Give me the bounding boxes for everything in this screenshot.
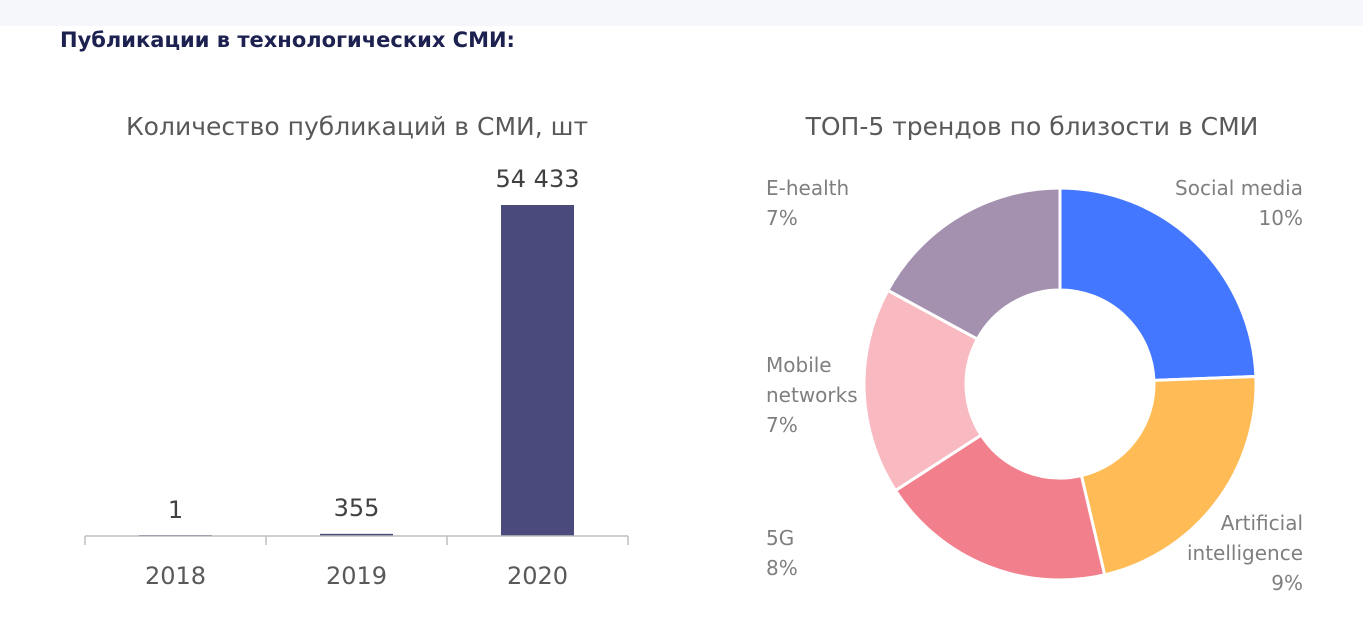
slice-e-health [885,186,1062,342]
slice-label-name: Mobile [766,353,832,377]
x-axis-labels: 2018 2019 2020 [145,562,568,590]
bar-2019 [320,533,393,536]
slice-label: 5G 8% [766,526,798,580]
top-bar [0,0,1363,26]
bar-value-label: 355 [334,494,380,522]
bar-series [139,205,574,536]
bar-chart: Количество публикаций в СМИ, шт 1 355 54 4… [84,112,629,590]
slice-social-media [1058,186,1258,382]
slice-label-name: 5G [766,526,794,550]
slice-label-percent: 9% [1271,571,1303,595]
slice-mobile-networks [862,288,984,493]
slice-label-name: Social media [1175,176,1303,200]
bar-data-labels: 1 355 54 433 [168,165,580,524]
x-tick-label: 2018 [145,562,206,590]
donut-chart-title: ТОП-5 трендов по близости в СМИ [805,112,1259,141]
slice-label-percent: 7% [766,413,798,437]
slice-label-name: intelligence [1187,541,1303,565]
slice-label-percent: 7% [766,206,798,230]
slice-label: Artificial intelligence 9% [1187,511,1303,595]
bar-value-label: 54 433 [496,165,580,193]
x-axis-ticks [84,536,629,545]
x-tick-label: 2019 [326,562,387,590]
page-title: Публикации в технологических СМИ: [60,28,515,52]
donut-chart: ТОП-5 трендов по близости в СМИ Social m… [766,112,1303,595]
bar-chart-title: Количество публикаций в СМИ, шт [126,112,588,141]
slice-label: Mobile networks 7% [766,353,858,437]
slice-label: E-health 7% [766,176,849,230]
slice-label-name: Artificial [1221,511,1303,535]
slice-label: Social media 10% [1175,176,1303,230]
x-tick-label: 2020 [507,562,568,590]
slice-artificial-intelligence [1079,374,1258,577]
slice-label-name: E-health [766,176,849,200]
bar-value-label: 1 [168,496,183,524]
bar-2020 [501,205,574,536]
slice-label-name: networks [766,383,858,407]
slice-label-percent: 10% [1259,206,1303,230]
donut-slices [862,186,1258,582]
slice-5g [893,433,1107,582]
slice-label-percent: 8% [766,556,798,580]
donut-labels: Social media 10% Artificial intelligence 9% 5… [766,176,1303,595]
